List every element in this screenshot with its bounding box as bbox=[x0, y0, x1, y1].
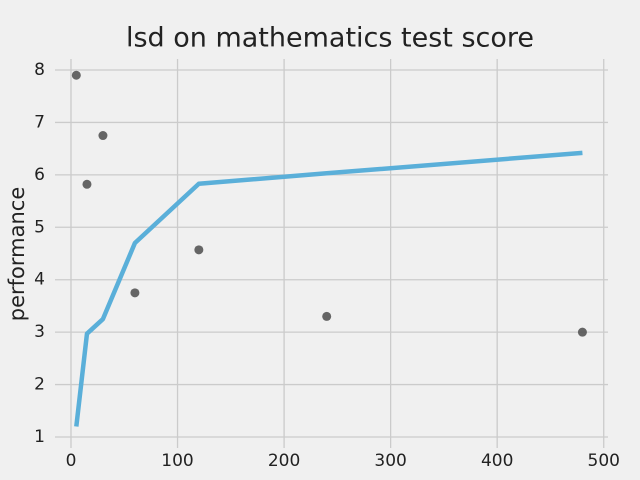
y-tick-label: 6 bbox=[34, 165, 45, 185]
x-tick-label: 200 bbox=[268, 451, 300, 471]
x-tick-label: 100 bbox=[161, 451, 193, 471]
point bbox=[577, 327, 587, 337]
x-tick-label: 500 bbox=[588, 451, 620, 471]
y-tick-label: 3 bbox=[34, 322, 45, 342]
y-tick-label: 1 bbox=[34, 427, 45, 447]
y-tick-label: 7 bbox=[34, 112, 45, 132]
y-tick-label: 5 bbox=[34, 217, 45, 237]
x-tick-label: 300 bbox=[374, 451, 406, 471]
point bbox=[82, 179, 92, 189]
point bbox=[322, 311, 332, 321]
x-tick-label: 400 bbox=[481, 451, 513, 471]
chart-title: lsd on mathematics test score bbox=[126, 23, 534, 54]
y-tick-label: 2 bbox=[34, 375, 45, 395]
point bbox=[98, 131, 108, 141]
point bbox=[71, 70, 81, 80]
point bbox=[194, 245, 204, 255]
y-tick-label: 4 bbox=[34, 270, 45, 290]
y-tick-label: 8 bbox=[34, 60, 45, 80]
x-tick-label: 0 bbox=[66, 451, 77, 471]
line bbox=[74, 150, 583, 427]
point bbox=[130, 288, 140, 298]
y-axis-label: performance bbox=[5, 187, 29, 322]
